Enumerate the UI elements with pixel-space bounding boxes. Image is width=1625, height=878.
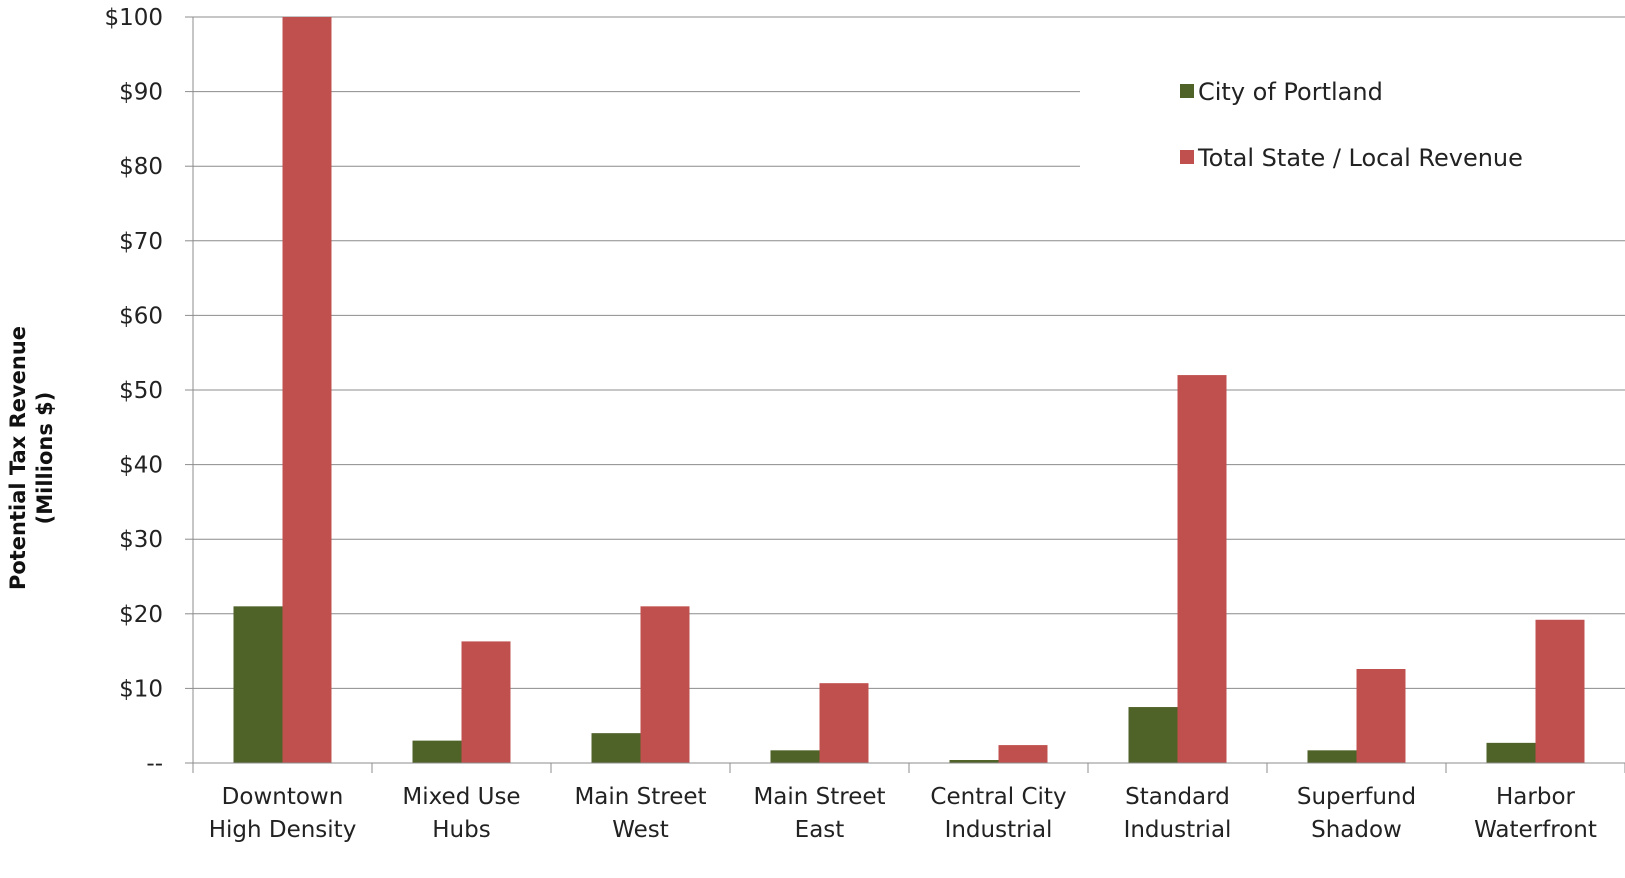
y-tick-label: $20 [119,602,163,628]
x-category-label: Superfund [1297,784,1416,810]
y-tick-labels: -- $10 $20 $30 $40 $50 $60 $70 $80 $90 $100 [104,5,163,777]
y-tick-label: $100 [104,5,163,31]
legend: City of Portland Total State / Local Reve… [1180,78,1523,172]
legend-swatch-0 [1180,84,1194,98]
y-tick-label: $80 [119,154,163,180]
x-category-label: Standard [1125,784,1230,810]
y-tick-label: $30 [119,527,163,553]
y-tick-label: $70 [119,229,163,255]
y-tick-label: -- [146,751,163,777]
bar-city-4 [949,760,999,763]
x-category-label: Central City [930,784,1066,810]
bar-total-6 [1356,669,1406,763]
x-category-label: Industrial [1124,817,1232,843]
x-category-label: Industrial [945,817,1053,843]
x-category-label: High Density [209,817,357,843]
bar-total-0 [282,17,332,763]
bar-total-5 [1177,375,1227,763]
x-category-labels: Downtown High Density Mixed Use Hubs Main St… [209,784,1597,843]
axes [185,16,1625,773]
x-category-label: East [795,817,845,843]
y-tick-label: $40 [119,453,163,479]
y-tick-label: $10 [119,676,163,702]
x-category-label: Main Street [574,784,706,810]
bar-total-3 [819,683,869,763]
bar-city-3 [770,750,820,763]
bar-city-2 [591,733,641,763]
bar-city-5 [1128,707,1178,763]
y-tick-label: $60 [119,303,163,329]
bar-city-7 [1486,742,1536,763]
bar-total-2 [640,606,690,763]
legend-swatch-1 [1180,150,1194,164]
x-category-label: Shadow [1311,817,1402,843]
y-tick-label: $90 [119,80,163,106]
x-category-label: Mixed Use [402,784,520,810]
bar-total-1 [461,641,511,763]
bar-total-7 [1535,619,1585,763]
bar-total-4 [998,745,1048,763]
gridlines [193,16,1625,689]
y-axis-label: Potential Tax Revenue (Millions $) [6,326,57,590]
x-category-label: Downtown [222,784,344,810]
bars [233,17,1585,763]
legend-label-1: Total State / Local Revenue [1197,144,1523,172]
legend-label-0: City of Portland [1198,78,1383,106]
y-axis-title-line: Potential Tax Revenue [6,326,30,590]
bar-city-0 [233,606,283,763]
y-axis-title-line: (Millions $) [33,392,57,525]
bar-city-6 [1307,750,1357,763]
y-tick-label: $50 [119,378,163,404]
x-category-label: Hubs [432,817,490,843]
x-category-label: Main Street [753,784,885,810]
y-axis-title: Potential Tax Revenue (Millions $) [6,326,57,590]
x-category-label: West [612,817,669,843]
bar-city-1 [412,740,462,763]
x-category-label: Harbor [1496,784,1576,810]
x-category-label: Waterfront [1474,817,1597,843]
